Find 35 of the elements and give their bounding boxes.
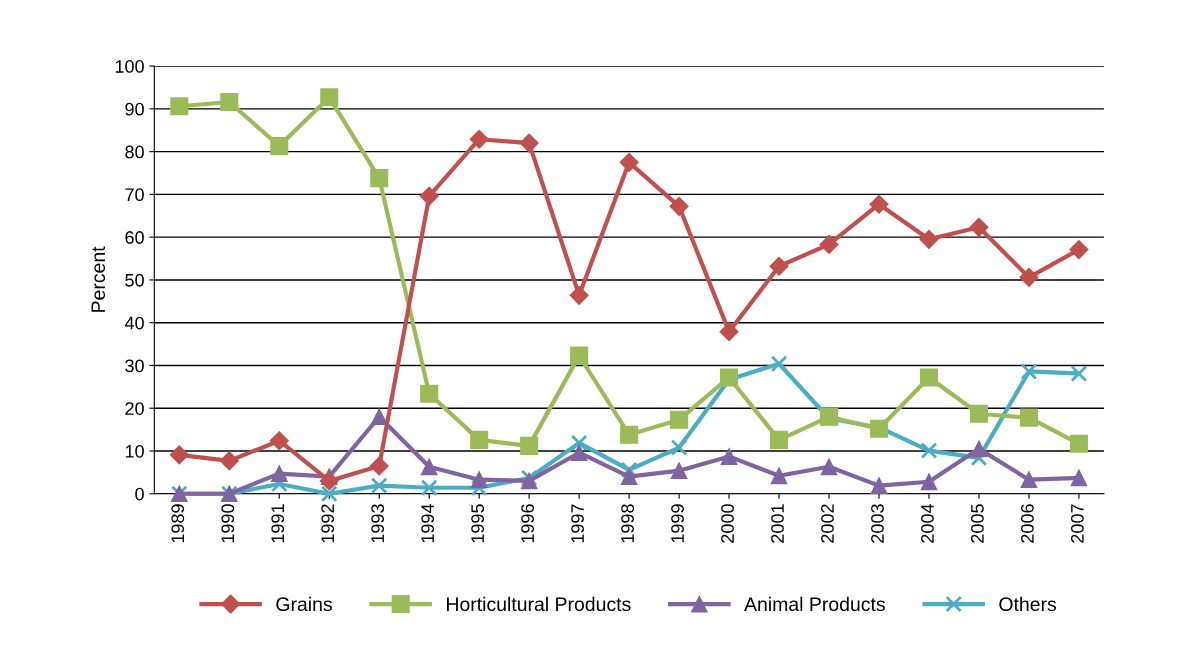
legend-label: Horticultural Products: [447, 596, 631, 612]
x-tick-label: 1994: [421, 504, 435, 543]
y-tick-label: 50: [125, 273, 144, 287]
y-tick-label: 60: [125, 231, 144, 244]
x-tick-label: 1995: [471, 504, 485, 543]
x-tick-label: 2006: [1021, 504, 1034, 543]
x-tick-label: 1998: [621, 504, 634, 543]
x-tick-label: 2002: [821, 504, 834, 543]
y-tick-label: 100: [115, 60, 144, 73]
x-tick-label: 1997: [571, 504, 584, 543]
legend-label: Others: [999, 596, 1057, 612]
x-tick-label: 1999: [671, 504, 684, 543]
x-tick-label: 1993: [371, 504, 385, 543]
x-tick-label: 1992: [321, 504, 335, 543]
x-tick-label: 2000: [721, 504, 734, 543]
x-tick-label: 1989: [171, 504, 185, 543]
x-tick-label: 2003: [871, 504, 884, 543]
legend-label: Animal Products: [744, 596, 885, 612]
y-tick-label: 10: [125, 444, 144, 458]
legend-label: Grains: [276, 596, 332, 612]
x-tick-label: 2005: [971, 504, 984, 543]
x-tick-label: 2004: [921, 504, 934, 543]
y-tick-label: 40: [124, 316, 144, 330]
x-tick-label: 1990: [221, 504, 235, 543]
x-tick-label: 2001: [771, 504, 784, 543]
y-tick-label: 20: [125, 402, 144, 415]
x-tick-label: 1996: [521, 504, 534, 543]
y-tick-label: 30: [125, 359, 144, 373]
y-tick-label: 0: [135, 487, 144, 501]
y-tick-label: 90: [125, 102, 144, 116]
x-tick-label: 1991: [271, 504, 285, 543]
y-tick-label: 70: [125, 188, 144, 202]
x-tick-label: 2007: [1070, 504, 1084, 543]
y-tick-label: 80: [125, 145, 144, 159]
y-axis-title: Percent: [91, 246, 106, 312]
